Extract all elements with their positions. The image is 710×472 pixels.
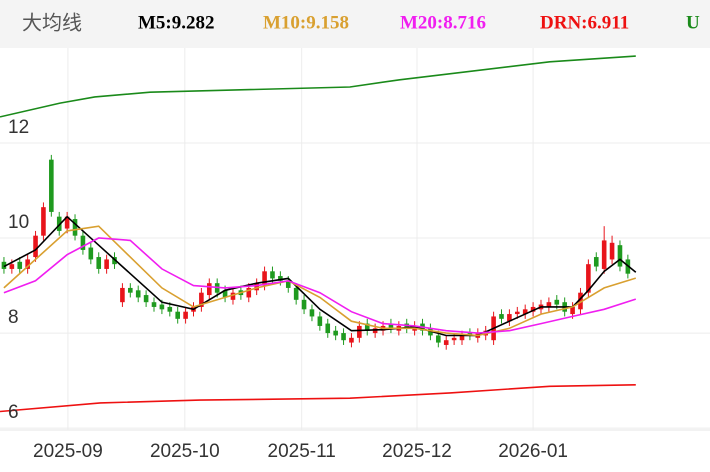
candle-body xyxy=(341,333,346,341)
legend-entry: M20:8.716 xyxy=(400,12,486,33)
candle-body xyxy=(167,306,173,312)
legend-entry: M10:9.158 xyxy=(263,12,349,33)
candle-body xyxy=(80,235,86,250)
candle-body xyxy=(499,314,504,319)
candle-body xyxy=(72,219,78,236)
candle-body xyxy=(522,309,528,315)
legend-entry: U xyxy=(686,12,700,33)
candle-body xyxy=(436,335,441,343)
candle-body xyxy=(293,287,299,300)
candle-body xyxy=(270,271,275,279)
candle-body xyxy=(159,304,165,310)
candle-body xyxy=(364,323,370,331)
candle-body xyxy=(151,302,157,307)
candle-body xyxy=(530,306,536,312)
x-tick-label: 2025-10 xyxy=(150,441,220,462)
candle-body xyxy=(112,257,117,265)
x-tick-label: 2025-12 xyxy=(382,441,452,462)
candle-body xyxy=(135,290,141,298)
header-bar xyxy=(0,0,710,48)
candle-body xyxy=(143,295,149,303)
plot-area xyxy=(0,48,710,430)
candle-body xyxy=(546,302,552,307)
ma-line xyxy=(3,237,637,334)
candle-body xyxy=(104,259,109,269)
candle-body xyxy=(278,276,283,281)
candle-body xyxy=(609,242,615,260)
candle-body xyxy=(309,309,315,317)
candle-body xyxy=(451,337,457,341)
candle-body xyxy=(230,292,236,300)
candle-body xyxy=(443,340,449,345)
candle-body xyxy=(254,283,259,291)
candle-body xyxy=(325,323,331,334)
candle-body xyxy=(175,311,180,319)
candle-body xyxy=(49,159,54,212)
candle-body xyxy=(514,311,520,315)
candle-body xyxy=(570,306,575,315)
ma-line xyxy=(0,55,636,118)
candle-body xyxy=(317,316,323,326)
candle-body xyxy=(578,292,583,310)
x-tick-label: 2026-01 xyxy=(498,441,568,462)
candle-body xyxy=(617,245,623,267)
candle-body xyxy=(301,299,307,310)
candle-body xyxy=(507,314,512,322)
candle-body xyxy=(199,292,204,307)
candle-body xyxy=(554,299,560,305)
candle-body xyxy=(56,216,62,231)
candle-body xyxy=(1,261,7,269)
candle-body xyxy=(349,337,354,343)
candle-body xyxy=(246,287,252,298)
x-tick-label: 2025-09 xyxy=(33,441,103,462)
y-tick-label: 10 xyxy=(8,212,29,233)
candle-body xyxy=(222,290,228,298)
candle-body xyxy=(33,235,38,258)
candle-body xyxy=(206,283,212,296)
legend-entry: M5:9.282 xyxy=(138,12,215,33)
candle-body xyxy=(9,264,15,269)
candle-body xyxy=(586,264,591,293)
candle-body xyxy=(17,261,23,269)
y-tick-label: 12 xyxy=(8,117,29,138)
candle-body xyxy=(593,257,599,267)
candle-body xyxy=(96,257,102,269)
y-tick-label: 8 xyxy=(8,307,19,328)
candle-body xyxy=(459,335,465,341)
candle-body xyxy=(64,216,70,229)
candle-body xyxy=(285,280,291,288)
candle-body xyxy=(601,240,607,269)
chart-title: 大均线 xyxy=(22,11,82,34)
candle-body xyxy=(183,311,188,319)
candle-body xyxy=(120,287,125,303)
ma-line xyxy=(3,215,637,337)
candle-body xyxy=(41,207,46,236)
y-tick-label: 6 xyxy=(8,402,19,423)
ma-line xyxy=(0,384,636,413)
candle-body xyxy=(25,259,30,269)
ma-line xyxy=(3,225,637,337)
x-tick-label: 2025-11 xyxy=(268,441,336,462)
candle-body xyxy=(333,330,338,336)
candle-body xyxy=(388,323,394,329)
candle-body xyxy=(88,247,94,260)
candle-body xyxy=(262,271,267,286)
candle-body xyxy=(357,325,362,338)
candle-body xyxy=(128,287,133,293)
legend-entry: DRN:6.911 xyxy=(540,12,629,33)
